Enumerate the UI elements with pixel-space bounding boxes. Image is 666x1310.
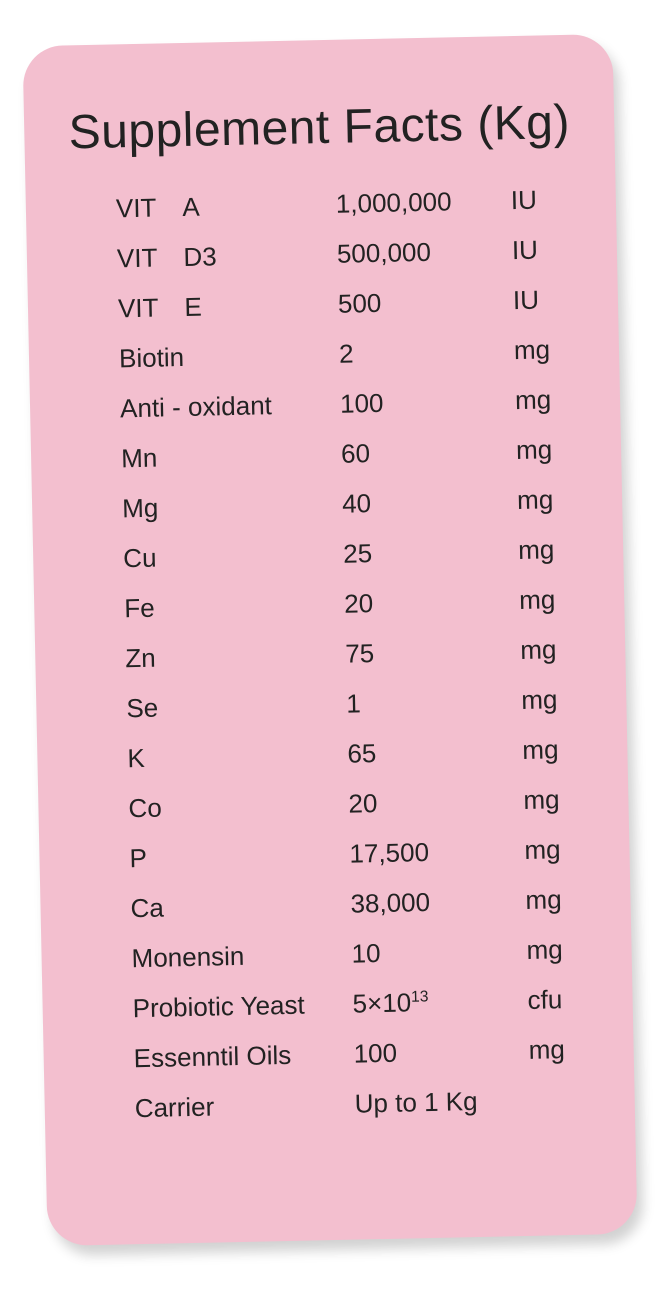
ingredient-unit: mg [526,933,597,965]
ingredient-unit: mg [518,534,589,566]
ingredient-unit: mg [517,484,588,516]
ingredient-name: Carrier [134,1089,355,1125]
ingredient-unit: IU [511,184,582,216]
ingredient-value: 17,500 [349,835,525,870]
ingredient-value: 25 [343,535,519,570]
ingredient-name: Ca [130,889,351,925]
ingredient-unit: IU [512,234,583,266]
ingredient-unit: mg [519,584,590,616]
ingredient-name: Monensin [131,939,352,975]
ingredient-unit: mg [525,884,596,916]
supplement-card: Supplement Facts (Kg) VIT A1,000,000IUVI… [22,34,637,1246]
ingredient-name: VIT A [116,189,337,225]
ingredient-value: 2 [339,335,515,370]
ingredient-value: 40 [342,485,518,520]
ingredient-name: Biotin [119,339,340,375]
ingredient-name: Anti - oxidant [120,389,341,425]
ingredient-value: 1,000,000 [336,185,512,220]
ingredient-unit: mg [520,634,591,666]
ingredient-value: 5×1013 [352,985,528,1020]
ingredient-value: 100 [340,385,516,420]
table-row: CarrierUp to 1 Kg [134,1084,585,1143]
ingredient-unit [530,1107,600,1108]
ingredient-name: VIT E [118,289,339,325]
ingredient-value: 38,000 [350,885,526,920]
ingredient-name: Mn [121,439,342,475]
ingredient-unit: mg [524,834,595,866]
ingredient-unit: IU [513,284,584,316]
ingredient-unit: mg [521,684,592,716]
ingredient-value: 10 [351,935,527,970]
ingredient-name: Probiotic Yeast [132,989,353,1025]
ingredient-value: 65 [347,735,523,770]
facts-table: VIT A1,000,000IUVIT D3500,000IUVIT E500I… [116,184,586,1143]
ingredient-unit: mg [515,384,586,416]
ingredient-unit: cfu [527,983,598,1015]
ingredient-value: 20 [344,585,520,620]
ingredient-name: Co [128,789,349,825]
ingredient-name: K [127,739,348,775]
ingredient-value: 500,000 [337,235,513,270]
ingredient-value: 60 [341,435,517,470]
ingredient-unit: mg [528,1033,599,1065]
ingredient-unit: mg [523,784,594,816]
ingredient-unit: mg [516,434,587,466]
ingredient-name: Cu [123,539,344,575]
ingredient-name: Se [126,689,347,725]
card-inner: Supplement Facts (Kg) VIT A1,000,000IUVI… [22,34,635,1145]
ingredient-unit: mg [514,334,585,366]
ingredient-value: 75 [345,635,521,670]
ingredient-value: 20 [348,785,524,820]
ingredient-name: VIT D3 [117,239,338,275]
ingredient-value: 500 [338,285,514,320]
ingredient-name: Mg [122,489,343,525]
ingredient-value: Up to 1 Kg [354,1085,530,1120]
ingredient-name: Zn [125,639,346,675]
ingredient-value: 1 [346,685,522,720]
ingredient-name: Essenntil Oils [133,1039,354,1075]
ingredient-value: 100 [353,1035,529,1070]
ingredient-name: Fe [124,589,345,625]
card-title: Supplement Facts (Kg) [44,94,595,161]
ingredient-unit: mg [522,734,593,766]
ingredient-name: P [129,839,350,875]
